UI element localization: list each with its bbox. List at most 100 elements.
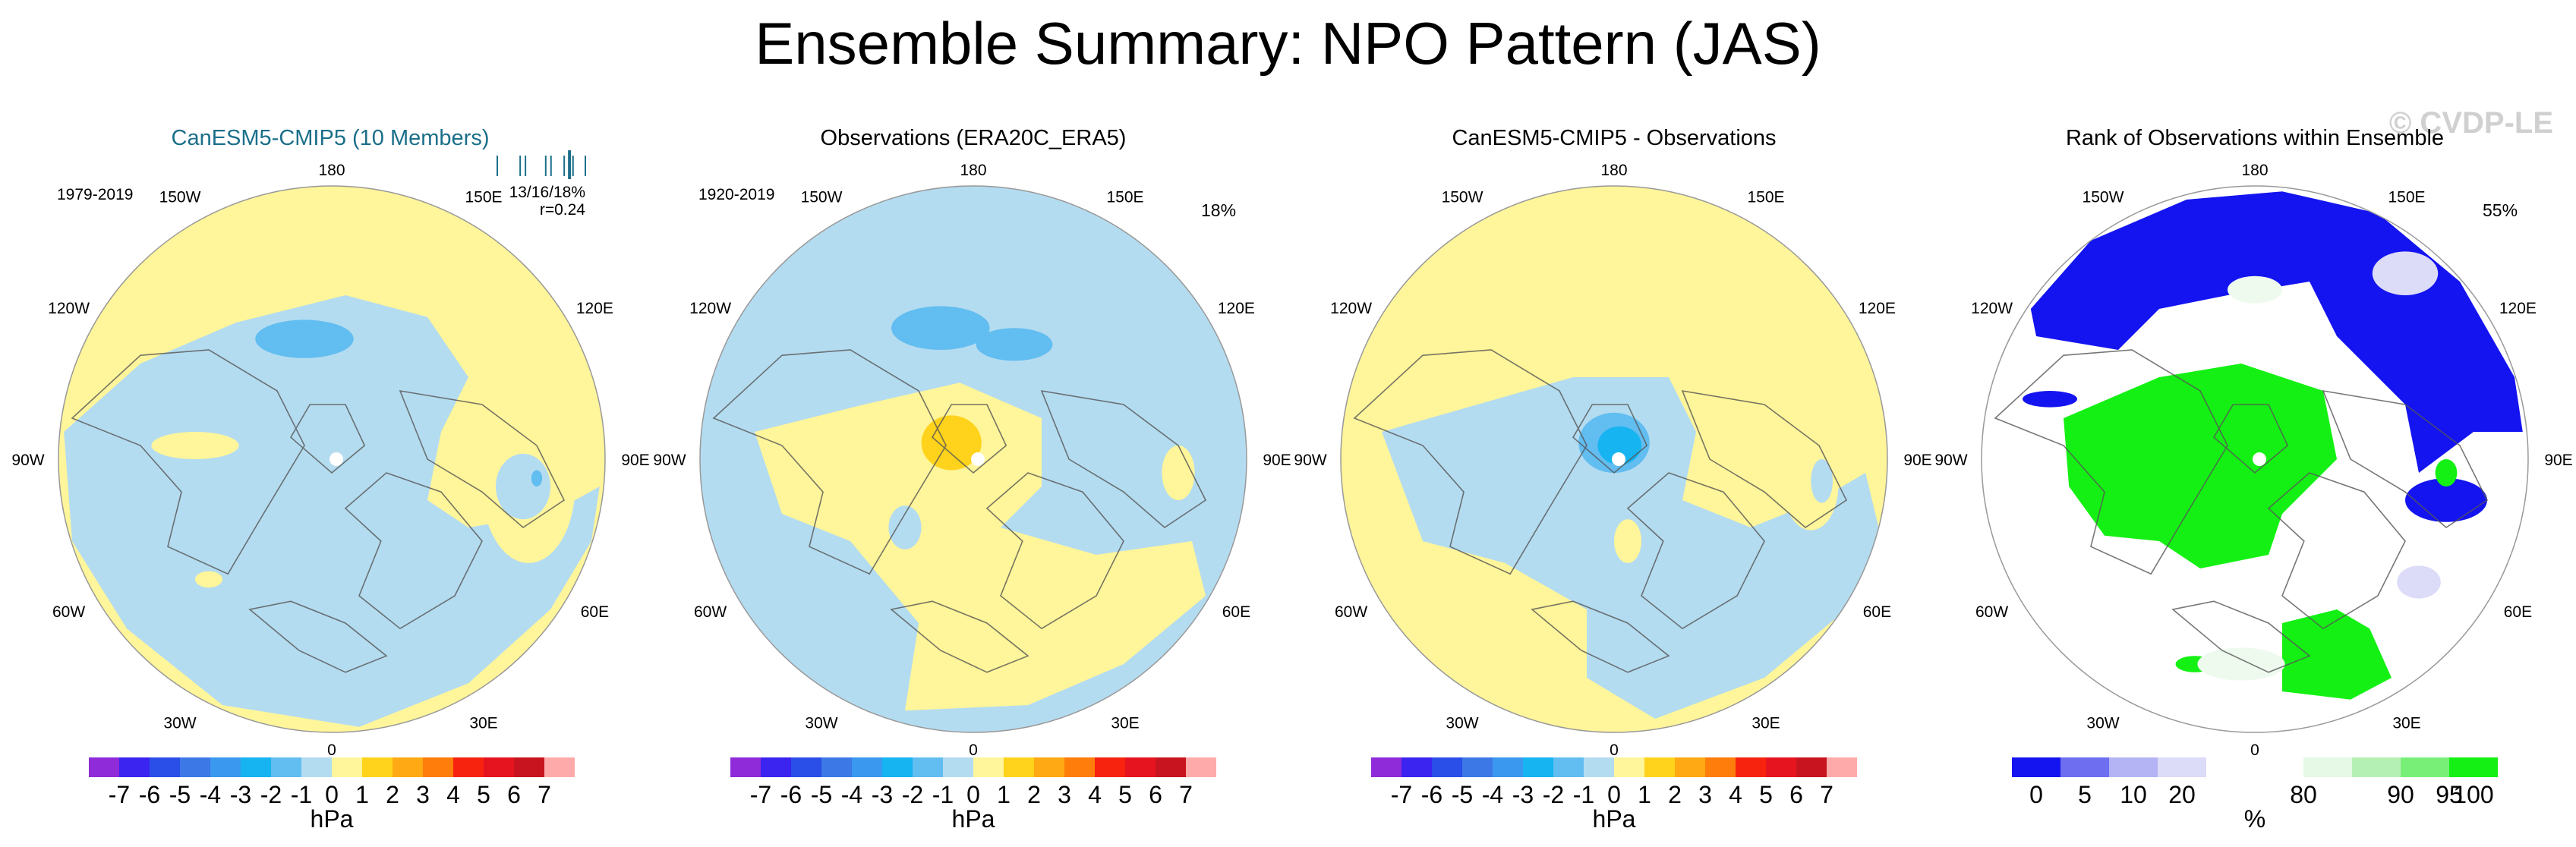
field-positive xyxy=(1614,519,1641,563)
colorbar-tick: 6 xyxy=(1789,781,1803,808)
colorbar-tick: -5 xyxy=(811,781,832,808)
field-positive xyxy=(195,571,222,588)
colorbar-box xyxy=(791,757,821,777)
panel-corr: r=0.24 xyxy=(540,201,585,219)
colorbar-tick: 1 xyxy=(1638,781,1651,808)
coastline-3 xyxy=(1994,349,2489,673)
colorbar-tick: -4 xyxy=(200,781,221,808)
colorbar-tick: 0 xyxy=(1607,781,1621,808)
lon-label: 90E xyxy=(1263,452,1291,469)
coastline-segment-3 xyxy=(1681,389,1848,529)
colorbar-tick: -7 xyxy=(750,781,771,808)
colorbar-box xyxy=(821,757,852,777)
colorbar-tick: -1 xyxy=(932,781,954,808)
colorbar-tick: -7 xyxy=(1391,781,1412,808)
lon-label: 30E xyxy=(1751,714,1780,732)
colorbar-box xyxy=(1796,757,1827,777)
lon-label: 180 xyxy=(318,162,345,179)
colorbar-box xyxy=(913,757,943,777)
colorbar-tick: -5 xyxy=(1452,781,1473,808)
lon-label: 150W xyxy=(801,189,843,206)
rank-80-90 xyxy=(2228,276,2282,304)
field-negative xyxy=(496,453,550,520)
watermark: © CVDP-LE xyxy=(2388,106,2553,140)
colorbar-box xyxy=(2060,757,2109,777)
colorbar-box xyxy=(2206,757,2255,777)
coastline-segment-3 xyxy=(1040,389,1207,529)
colorbar-tick: -4 xyxy=(841,781,862,808)
field-negative xyxy=(1811,459,1833,503)
colorbar-tick: 7 xyxy=(1179,781,1193,808)
panel-title: CanESM5-CMIP5 (10 Members) xyxy=(172,126,490,150)
colorbar-box xyxy=(1644,757,1675,777)
colorbar-tick: 7 xyxy=(1820,781,1833,808)
colorbar-tick: 100 xyxy=(2453,781,2493,808)
colorbar-tick: -2 xyxy=(260,781,282,808)
colorbar-box xyxy=(362,757,393,777)
colorbar-box xyxy=(332,757,362,777)
colorbar-box xyxy=(1371,757,1402,777)
coastline-1 xyxy=(712,349,1207,673)
field-positive xyxy=(1162,446,1195,500)
colorbar-tick: 10 xyxy=(2120,781,2147,808)
lon-label: 30E xyxy=(469,714,497,732)
rank-above-95 xyxy=(2435,459,2458,486)
colorbar-tick: 3 xyxy=(416,781,430,808)
colorbar-box xyxy=(453,757,484,777)
coastline-segment-2 xyxy=(931,404,1007,474)
colorbar-tick: 6 xyxy=(1149,781,1162,808)
coastline-segment-0 xyxy=(1994,349,2228,575)
coastline-segment-2 xyxy=(289,404,366,474)
colorbar-box xyxy=(852,757,882,777)
colorbar-box xyxy=(943,757,973,777)
colorbar-tick: -2 xyxy=(902,781,923,808)
colorbar-box xyxy=(1064,757,1095,777)
colorbar-box xyxy=(1432,757,1462,777)
panel-percent: 55% xyxy=(2483,200,2518,220)
colorbar-box xyxy=(150,757,180,777)
colorbar-tick: 7 xyxy=(538,781,551,808)
lon-label: 30W xyxy=(2086,714,2119,732)
panel-period: 1979-2019 xyxy=(57,186,133,203)
colorbar-box xyxy=(2449,757,2498,777)
colorbar-box xyxy=(1125,757,1156,777)
pole-marker xyxy=(2253,452,2266,466)
colorbar-tick: 3 xyxy=(1698,781,1712,808)
panel-diff: CanESM5-CMIP5 - Observations 180 150E 120E 9… xyxy=(1294,126,1931,833)
panel-title: Observations (ERA20C_ERA5) xyxy=(821,126,1127,150)
coastline-segment-0 xyxy=(71,349,305,575)
colorbar-tick: 1 xyxy=(355,781,369,808)
coastline-segment-4 xyxy=(890,600,1029,673)
lon-label: 150W xyxy=(1442,189,1483,206)
field-negative-mid xyxy=(891,306,990,351)
colorbar-label: hPa xyxy=(1593,805,1636,833)
colorbar-box xyxy=(1766,757,1796,777)
panel-stats: 13/16/18% xyxy=(509,184,585,201)
lon-label: 180 xyxy=(1600,162,1627,179)
colorbar-box xyxy=(210,757,241,777)
colorbar-tick: 5 xyxy=(1759,781,1773,808)
colorbar-box xyxy=(119,757,150,777)
colorbar-tick: 2 xyxy=(386,781,399,808)
lon-label: 90W xyxy=(653,452,686,469)
colorbar-box xyxy=(484,757,514,777)
lon-label: 90W xyxy=(11,452,44,469)
colorbar-tick: 20 xyxy=(2168,781,2196,808)
colorbar-tick: 0 xyxy=(325,781,339,808)
colorbar-box xyxy=(2158,757,2206,777)
lon-label: 0 xyxy=(327,742,336,759)
coastline-segment-1 xyxy=(1626,472,1765,630)
lon-label: 120W xyxy=(1330,300,1372,317)
lon-label: 0 xyxy=(2250,742,2259,759)
colorbar-tick: 4 xyxy=(1088,781,1102,808)
colorbar-box xyxy=(882,757,913,777)
colorbar-tick: 6 xyxy=(507,781,521,808)
lon-label: 30E xyxy=(1111,714,1139,732)
colorbar-box xyxy=(301,757,332,777)
field-positive xyxy=(151,432,239,459)
lon-label: 180 xyxy=(2241,162,2268,179)
colorbar-box xyxy=(730,757,761,777)
lon-label: 90E xyxy=(621,452,649,469)
map-border xyxy=(1340,185,1888,733)
